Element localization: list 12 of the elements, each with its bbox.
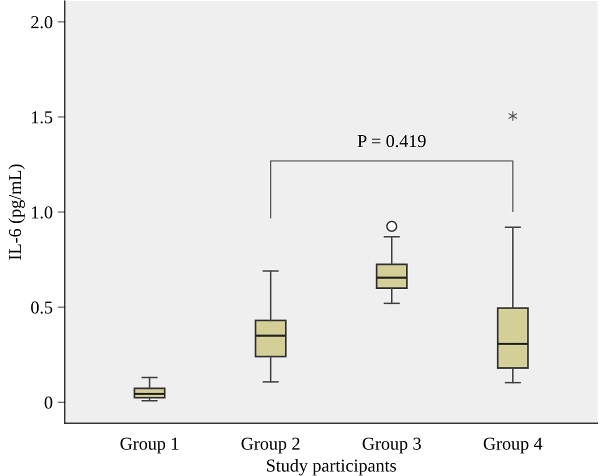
x-axis-title: Study participants: [266, 458, 396, 476]
y-tick-label: 1.0: [32, 206, 52, 219]
y-axis-title: IL-6 (pg/mL): [8, 164, 25, 260]
y-tick-label: 1.5: [32, 111, 52, 124]
y-tick-label: 0: [44, 396, 52, 409]
x-tick-label: Group 3: [362, 438, 421, 454]
x-tick-label: Group 4: [484, 438, 542, 454]
y-tick-label: 2.0: [31, 16, 52, 28]
y-tick-label: 0.5: [31, 301, 52, 314]
x-tick-label: Group 1: [120, 438, 178, 454]
annotation: P = 0.419: [358, 134, 426, 148]
x-tick-label: Group 2: [242, 438, 300, 454]
